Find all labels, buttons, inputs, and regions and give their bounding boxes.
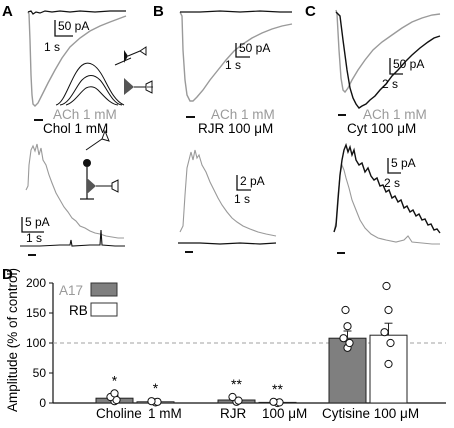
panel-a-legend-test: Chol 1 mM bbox=[43, 121, 108, 136]
panel-b-letter: B bbox=[153, 3, 164, 20]
panel-c-top-scale-time: 2 s bbox=[382, 77, 398, 91]
panel-b-bottom-scale-bar bbox=[236, 175, 251, 191]
significance-marker: ** bbox=[231, 376, 242, 392]
data-point bbox=[386, 338, 395, 348]
panel-c-top-ach-trace bbox=[335, 9, 441, 94]
y-axis-label: Amplitude (% of control) bbox=[5, 268, 20, 412]
panel-a-schematic bbox=[55, 46, 153, 106]
legend-label-a17: A17 bbox=[59, 283, 83, 298]
y-tick-label: 100 bbox=[26, 336, 46, 350]
panel-a-legend-ach: ACh 1 mM bbox=[53, 107, 117, 122]
panel-a-letter: A bbox=[2, 3, 13, 20]
legend-swatch-rb bbox=[90, 302, 118, 317]
significance-marker: * bbox=[112, 372, 118, 388]
panel-b-top-scale-bar bbox=[235, 43, 250, 58]
panel-a-bottom-scale-bar bbox=[21, 217, 44, 233]
panel-b-legend-ach: ACh 1 mM bbox=[211, 107, 275, 122]
y-tick-label: 150 bbox=[26, 306, 46, 320]
panel-b-legend-test: RJR 100 μM bbox=[198, 121, 273, 136]
panel-b-bottom-rjr-trace bbox=[178, 242, 277, 245]
panel-c-bottom-scale-current: 5 pA bbox=[391, 156, 416, 170]
panel-a-bottom-schematic bbox=[80, 129, 119, 200]
panel-a-bottom-chol-trace bbox=[20, 229, 125, 247]
data-point bbox=[339, 334, 348, 343]
group-label-rjr-conc: 100 μM bbox=[262, 406, 307, 421]
data-point bbox=[384, 359, 393, 369]
panel-a-top-chol-trace bbox=[27, 10, 126, 15]
panel-b-top-scale-current: 50 pA bbox=[239, 41, 270, 55]
panel-a-top-ach-trace bbox=[27, 11, 127, 107]
group-label-choline: Choline bbox=[96, 406, 142, 421]
panel-a-bottom-ach-trace bbox=[25, 143, 124, 239]
data-point bbox=[269, 397, 278, 406]
panel-d-letter: D bbox=[2, 266, 13, 283]
panel-b-bottom-ach-trace bbox=[179, 149, 277, 237]
data-point bbox=[380, 328, 389, 337]
data-point bbox=[382, 281, 391, 291]
significance-marker: ** bbox=[272, 381, 283, 397]
panel-b-top-ach-trace bbox=[179, 11, 293, 102]
panel-b-top-scale-time: 1 s bbox=[225, 58, 241, 72]
group-label-choline-conc: 1 mM bbox=[148, 406, 182, 421]
panel-c-top-cyt-trace bbox=[335, 11, 441, 109]
panel-b-bottom-scale-time: 1 s bbox=[234, 192, 250, 206]
panel-c-bottom-scale-time: 2 s bbox=[384, 176, 400, 190]
panel-b-bottom-scale-current: 2 pA bbox=[240, 174, 265, 188]
group-label-cytisine: Cytisine 100 μM bbox=[322, 406, 419, 421]
y-tick-label: 50 bbox=[33, 366, 47, 380]
panel-a-top-scale-time: 1 s bbox=[44, 40, 60, 54]
significance-marker: * bbox=[153, 380, 159, 396]
y-tick-label: 200 bbox=[26, 276, 46, 290]
panel-c-bottom-scale-bar bbox=[387, 158, 401, 174]
panel-c-legend-test: Cyt 100 μM bbox=[347, 121, 416, 136]
panel-a-bottom-scale-current: 5 pA bbox=[25, 215, 50, 229]
data-point bbox=[341, 305, 350, 315]
data-point bbox=[110, 389, 119, 398]
panel-c-top-scale-current: 50 pA bbox=[393, 57, 424, 71]
data-point bbox=[384, 305, 393, 315]
data-point bbox=[345, 338, 354, 348]
panel-c-bottom-cyt-trace bbox=[333, 142, 441, 234]
panel-a-top-scale-current: 50 pA bbox=[58, 19, 89, 33]
data-point bbox=[147, 397, 156, 406]
data-point bbox=[234, 396, 243, 405]
panel-c-letter: C bbox=[305, 3, 316, 20]
data-point bbox=[228, 392, 237, 402]
data-point bbox=[343, 322, 352, 331]
chart-legend: A17 RB bbox=[59, 282, 118, 318]
panel-a-bottom-scale-time: 1 s bbox=[26, 231, 42, 245]
legend-swatch-a17 bbox=[90, 282, 118, 297]
group-label-rjr: RJR bbox=[220, 406, 246, 421]
panel-c-top-scale-bar bbox=[389, 58, 403, 75]
legend-label-rb: RB bbox=[69, 303, 88, 318]
panel-a-top-scale-bar bbox=[54, 20, 73, 37]
panel-c-legend-ach: ACh 1 mM bbox=[363, 107, 427, 122]
panel-b-top-rjr-trace bbox=[180, 10, 292, 13]
y-tick-label: 0 bbox=[39, 396, 46, 410]
